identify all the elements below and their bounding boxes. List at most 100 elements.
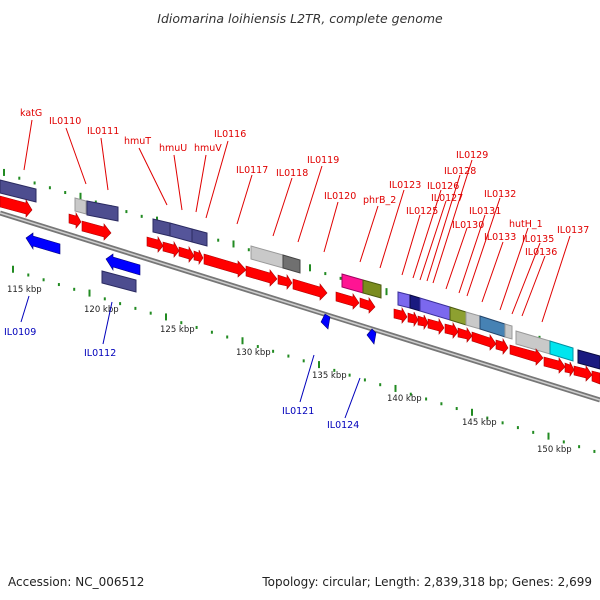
gene-label-IL0121: IL0121 xyxy=(282,406,314,417)
genome-summary-text: Topology: circular; Length: 2,839,318 bp… xyxy=(262,575,592,589)
gene-label-IL0124: IL0124 xyxy=(327,420,359,431)
gene-label-phrB_2: phrB_2 xyxy=(363,195,396,206)
feature-box-hmuU xyxy=(169,222,193,243)
minor-tick xyxy=(486,416,489,420)
minor-tick xyxy=(103,297,106,301)
minor-tick xyxy=(18,176,21,180)
minor-tick xyxy=(180,321,183,325)
kbp-label-130: 130 kbp xyxy=(236,348,271,358)
map-title: Idiomarina loihiensis L2TR, complete gen… xyxy=(157,11,443,26)
forward-gene-labels: katG IL0110 IL0111 hmuT hmuU hmuV IL0116… xyxy=(20,108,589,323)
gene-label-IL0127: IL0127 xyxy=(431,193,463,204)
major-tick xyxy=(547,432,550,440)
major-tick xyxy=(241,337,244,345)
feature-box-IL0130 xyxy=(465,311,481,330)
gene-arrow-phrB_2 xyxy=(359,297,376,314)
lower-tick-row xyxy=(12,265,596,453)
feature-box-IL0136 xyxy=(549,340,574,362)
minor-tick xyxy=(532,430,535,434)
feature-box-IL0126 xyxy=(409,294,421,312)
gene-arrow-IL0131 xyxy=(471,331,497,351)
gene-label-IL0135: IL0135 xyxy=(522,234,554,245)
minor-tick xyxy=(94,200,97,204)
minor-tick xyxy=(455,407,458,411)
feature-box-katG xyxy=(0,179,37,203)
minor-tick xyxy=(409,392,412,396)
gene-arrow-IL0109 xyxy=(25,232,61,255)
minor-tick xyxy=(73,287,76,291)
gene-label-IL0132: IL0132 xyxy=(484,189,516,200)
gene-arrow-IL0121 xyxy=(320,313,331,330)
gene-label-IL0111: IL0111 xyxy=(87,126,119,137)
gene-label-IL0118: IL0118 xyxy=(276,168,308,179)
gene-label-IL0133: IL0133 xyxy=(484,232,516,243)
minor-tick xyxy=(516,426,519,430)
gene-arrow-IL0120a xyxy=(292,278,328,301)
feature-box-phrB_2 xyxy=(362,279,382,299)
feature-box-IL0120 xyxy=(341,273,364,294)
minor-tick xyxy=(119,302,122,306)
gene-arrow-hmuV xyxy=(178,245,195,263)
feature-box-IL0128 xyxy=(449,306,467,326)
forward-gene-arrows xyxy=(0,195,600,385)
minor-tick xyxy=(247,248,250,252)
feature-box-IL0137 xyxy=(577,349,600,370)
accession-text: Accession: NC_006512 xyxy=(8,575,145,589)
minor-tick xyxy=(48,186,51,190)
minor-tick xyxy=(33,181,36,185)
gene-label-hmuT: hmuT xyxy=(124,136,151,147)
feature-box-hmuV xyxy=(191,228,208,247)
minor-tick xyxy=(42,278,45,282)
feature-box-IL0131 xyxy=(479,315,506,338)
gene-arrow-hmuT xyxy=(146,235,164,253)
gene-label-IL0129: IL0129 xyxy=(456,150,488,161)
gene-arrow-IL0118 xyxy=(245,265,278,287)
feature-box-IL0125 xyxy=(397,291,411,309)
gene-label-IL0109: IL0109 xyxy=(4,327,36,338)
gene-arrow-IL0123 xyxy=(393,306,408,324)
major-tick xyxy=(309,264,311,272)
gene-arrow-hmuU xyxy=(162,240,180,258)
minor-tick xyxy=(324,272,327,276)
gene-arrow-IL0111 xyxy=(81,220,112,241)
kbp-label-145: 145 kbp xyxy=(462,418,497,428)
kbp-label-140: 140 kbp xyxy=(387,394,422,404)
feature-box-IL0112 xyxy=(101,270,137,293)
major-tick xyxy=(165,313,167,321)
minor-tick xyxy=(425,397,428,401)
feature-box-IL0118 xyxy=(250,245,284,269)
minor-tick xyxy=(140,214,143,218)
gene-arrow-IL0127 xyxy=(427,317,445,335)
gene-arrow-IL0119 xyxy=(277,273,293,290)
gene-arrow-IL0136 xyxy=(543,356,566,374)
gene-label-IL0131: IL0131 xyxy=(469,206,501,217)
gene-arrow-hutH_1 xyxy=(509,344,544,366)
kbp-label-125: 125 kbp xyxy=(160,325,195,335)
kbp-label-135: 135 kbp xyxy=(312,371,347,381)
gene-label-katG: katG xyxy=(20,108,42,119)
major-tick xyxy=(79,192,82,200)
feature-box-IL0111 xyxy=(86,200,119,222)
minor-tick xyxy=(57,283,60,287)
minor-tick xyxy=(125,210,128,214)
kbp-label-115: 115 kbp xyxy=(7,285,42,295)
minor-tick xyxy=(256,345,259,349)
minor-tick xyxy=(272,349,275,353)
gene-label-IL0116: IL0116 xyxy=(214,129,246,140)
major-tick xyxy=(471,408,473,416)
gene-arrow-IL0117 xyxy=(203,253,247,278)
gene-label-IL0136: IL0136 xyxy=(525,247,557,258)
feature-boxes-upper xyxy=(0,179,600,370)
minor-tick xyxy=(562,440,565,444)
minor-tick xyxy=(302,359,305,363)
gene-arrow-IL0110 xyxy=(68,211,82,229)
major-tick xyxy=(394,384,397,392)
minor-tick xyxy=(593,449,596,453)
gene-label-IL0137: IL0137 xyxy=(557,225,589,236)
minor-tick xyxy=(578,445,581,449)
major-tick xyxy=(88,289,91,297)
gene-label-IL0110: IL0110 xyxy=(49,116,81,127)
minor-tick xyxy=(287,354,290,358)
gene-arrow-IL0128 xyxy=(444,321,459,339)
